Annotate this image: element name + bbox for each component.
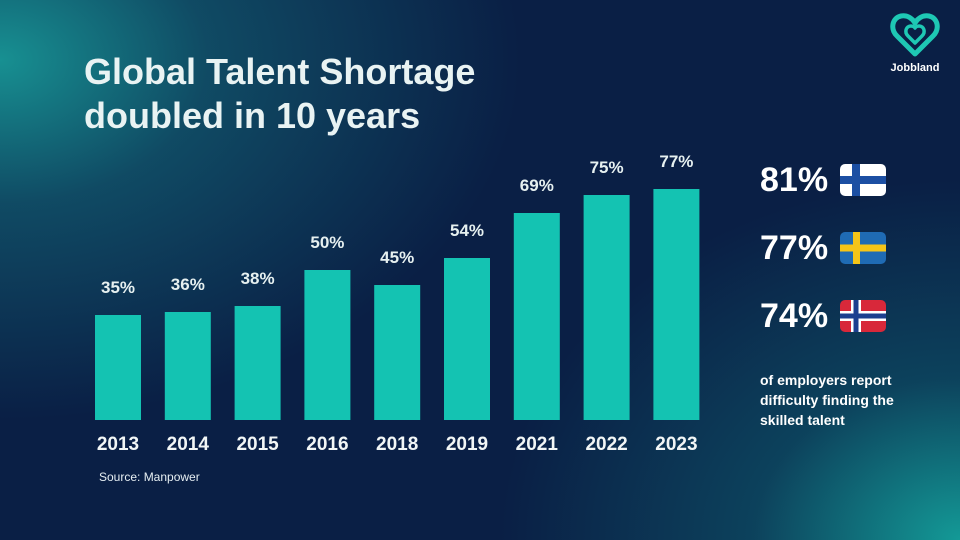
- stat-value: 81%: [760, 160, 829, 199]
- title-line-2: doubled in 10 years: [84, 95, 421, 136]
- data-label-2013: 35%: [101, 278, 135, 297]
- bar-2019: [444, 258, 490, 420]
- heart-logo-icon: [890, 13, 940, 57]
- data-label-2022: 75%: [590, 158, 624, 177]
- bar-2015: [234, 306, 281, 420]
- data-label-2015: 38%: [241, 269, 275, 288]
- bar-2021: [513, 213, 560, 420]
- data-label-2016: 50%: [310, 233, 344, 252]
- bar-2022: [583, 195, 630, 420]
- country-stats: 81% 77% 74%: [760, 155, 887, 359]
- x-tick-label-2018: 2018: [376, 434, 418, 455]
- x-tick-label-2016: 2016: [306, 434, 348, 455]
- stat-finland: 81%: [760, 155, 887, 205]
- stats-note: of employers report difficulty finding t…: [760, 372, 894, 428]
- stat-norway: 74%: [760, 291, 887, 341]
- page-title: Global Talent Shortage doubled in 10 yea…: [84, 50, 475, 138]
- finland-flag-icon: [840, 164, 887, 196]
- data-label-2014: 36%: [171, 275, 205, 294]
- data-label-2019: 54%: [450, 221, 484, 240]
- bar-2016: [304, 270, 351, 420]
- bar-2013: [95, 315, 141, 420]
- data-label-2023: 77%: [659, 152, 693, 171]
- data-label-2021: 69%: [520, 176, 554, 195]
- norway-flag-icon: [840, 300, 887, 332]
- x-tick-label-2013: 2013: [97, 434, 139, 455]
- brand-logo: Jobbland: [884, 12, 946, 74]
- x-tick-label-2015: 2015: [236, 434, 279, 455]
- stat-sweden: 77%: [760, 223, 887, 273]
- stat-value: 74%: [760, 296, 829, 335]
- bar-2023: [653, 189, 700, 420]
- x-tick-label-2023: 2023: [655, 434, 697, 455]
- brand-name: Jobbland: [890, 62, 940, 74]
- x-tick-label-2014: 2014: [167, 434, 210, 455]
- x-tick-label-2022: 2022: [585, 434, 627, 455]
- stat-value: 77%: [760, 228, 829, 267]
- data-label-2018: 45%: [380, 248, 414, 267]
- bar-2018: [374, 285, 421, 420]
- sweden-flag-icon: [840, 232, 887, 264]
- x-tick-label-2021: 2021: [516, 434, 559, 455]
- title-line-1: Global Talent Shortage: [84, 51, 476, 92]
- bar-2014: [164, 312, 211, 420]
- x-tick-label-2019: 2019: [446, 434, 488, 455]
- source-note: Source: Manpower: [99, 470, 200, 484]
